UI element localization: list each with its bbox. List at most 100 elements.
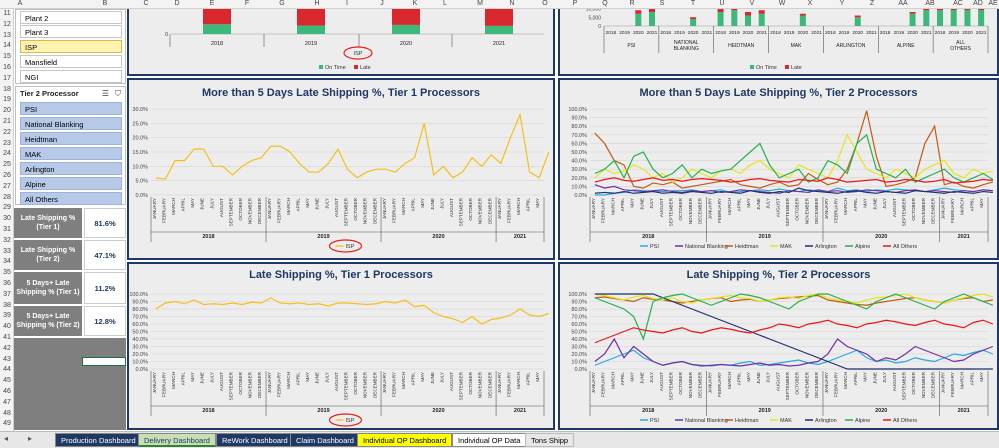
row-header-46[interactable]: 46 [3,388,11,395]
column-header-m[interactable]: M [477,0,483,7]
column-header-o[interactable]: O [542,0,548,7]
column-header-l[interactable]: L [443,0,447,7]
tier2-slicer-item-alpine[interactable]: Alpine [20,177,122,190]
column-header-i[interactable]: I [346,0,348,7]
row-header-16[interactable]: 16 [3,64,11,71]
active-cell[interactable] [82,357,126,366]
legend-label: Heidtman [735,244,759,250]
row-header-40[interactable]: 40 [3,323,11,331]
tab-scroll-right-icon[interactable]: ▸ [28,434,33,443]
row-header-35[interactable]: 35 [3,269,11,277]
row-header-18[interactable]: 18 [3,85,11,93]
row-header-25[interactable]: 25 [3,161,11,169]
row-header-24[interactable]: 24 [3,150,11,158]
tier2-slicer-item-heidtman[interactable]: Heidtman [20,132,122,145]
column-header-k[interactable]: K [412,0,418,7]
plant-slicer-item-mansfield[interactable]: Mansfield [20,55,122,68]
year-label: 2020 [432,408,444,414]
plant-slicer-item-plant-3[interactable]: Plant 3 [20,25,122,38]
row-header-36[interactable]: 36 [3,280,11,287]
clear-filter-icon[interactable]: ⛉ [115,89,121,98]
chart-title: More than 5 Days Late Shipping %, Tier 2… [639,87,918,99]
row-header-21[interactable]: 21 [3,118,11,125]
column-header-q[interactable]: Q [602,0,608,7]
row-header-47[interactable]: 47 [3,398,11,406]
column-header-s[interactable]: S [659,0,665,7]
row-header-45[interactable]: 45 [3,377,11,385]
column-header-x[interactable]: X [807,0,813,7]
column-header-r[interactable]: R [629,0,635,7]
row-header-37[interactable]: 37 [3,290,11,298]
row-header-30[interactable]: 30 [3,215,11,223]
tab-production-dashboard[interactable]: Production Dashboard [55,433,142,447]
column-header-p[interactable]: P [572,0,578,7]
row-header-33[interactable]: 33 [3,247,11,255]
row-header-48[interactable]: 48 [3,409,11,417]
row-header-11[interactable]: 11 [3,10,11,17]
tier2-slicer-item-psi[interactable]: PSI [20,102,122,115]
row-header-42[interactable]: 42 [3,344,11,352]
column-header-n[interactable]: N [509,0,515,7]
tab-scroll-left-icon[interactable]: ◂ [4,434,9,443]
column-header-ab[interactable]: AB [925,0,935,7]
column-header-v[interactable]: V [749,0,755,7]
x-tick-label: APRIL [969,372,974,386]
row-header-13[interactable]: 13 [3,31,11,39]
column-header-ad[interactable]: AD [973,0,983,7]
row-header-12[interactable]: 12 [3,20,11,28]
tier2-slicer-item-all-others[interactable]: All Others [20,192,122,205]
row-header-20[interactable]: 20 [3,107,11,115]
multi-select-icon[interactable]: ☰ [101,89,109,98]
column-header-b[interactable]: B [102,0,108,7]
plant-slicer-item-ngi[interactable]: NGI [20,70,122,83]
tier2-slicer-item-national-blanking[interactable]: National Blanking [20,117,122,130]
row-header-34[interactable]: 34 [3,258,11,266]
row-header-41[interactable]: 41 [3,334,11,341]
column-header-h[interactable]: H [314,0,320,7]
column-header-c[interactable]: C [143,0,149,7]
tab-claim-dashboard[interactable]: Claim Dashboard [290,433,360,447]
column-header-z[interactable]: Z [869,0,875,7]
column-header-g[interactable]: G [279,0,285,7]
tier2-slicer-item-arlington[interactable]: Arlington [20,162,122,175]
row-header-32[interactable]: 32 [3,236,11,244]
column-header-j[interactable]: J [380,0,384,7]
row-header-17[interactable]: 17 [3,74,11,82]
column-header-f[interactable]: F [244,0,250,7]
group-label: ALL [956,40,965,46]
row-header-44[interactable]: 44 [3,366,11,374]
plant-slicer-item-isp[interactable]: ISP [20,40,122,53]
row-header-26[interactable]: 26 [3,172,11,179]
column-header-d[interactable]: D [174,0,180,7]
row-header-23[interactable]: 23 [3,139,11,147]
column-header-a[interactable]: A [17,0,23,7]
row-header-28[interactable]: 28 [3,193,11,201]
row-header-15[interactable]: 15 [3,53,11,61]
row-header-29[interactable]: 29 [3,204,11,212]
column-header-t[interactable]: T [690,0,696,7]
row-header-22[interactable]: 22 [3,128,11,136]
plant-slicer-item-plant-2[interactable]: Plant 2 [20,11,122,24]
tab-individual-op-data[interactable]: Individual OP Data [452,433,527,447]
tab-tons-shipp[interactable]: Tons Shipp [525,433,575,447]
row-header-14[interactable]: 14 [3,42,11,50]
column-header-y[interactable]: Y [839,0,845,7]
row-header-27[interactable]: 27 [3,182,11,190]
row-header-38[interactable]: 38 [3,301,11,309]
row-header-31[interactable]: 31 [3,226,11,233]
column-header-u[interactable]: U [719,0,725,7]
tab-rework-dashboard[interactable]: ReWork Dashboard [216,433,294,447]
tab-delivery-dashboard[interactable]: Delivery Dashboard [138,433,216,447]
row-header-19[interactable]: 19 [3,96,11,104]
column-header-w[interactable]: W [778,0,786,7]
column-header-ae[interactable]: AE [988,0,998,7]
column-header-aa[interactable]: AA [898,0,908,7]
row-header-39[interactable]: 39 [3,312,11,320]
column-header-e[interactable]: E [209,0,215,7]
column-header-ac[interactable]: AC [953,0,963,7]
tab-individual-op-dashboard[interactable]: Individual OP Dashboard [357,433,453,447]
row-header-49[interactable]: 49 [3,420,11,428]
x-tick-label: JULY [324,198,329,209]
row-header-43[interactable]: 43 [3,355,11,363]
tier2-slicer-item-mak[interactable]: MAK [20,147,122,160]
